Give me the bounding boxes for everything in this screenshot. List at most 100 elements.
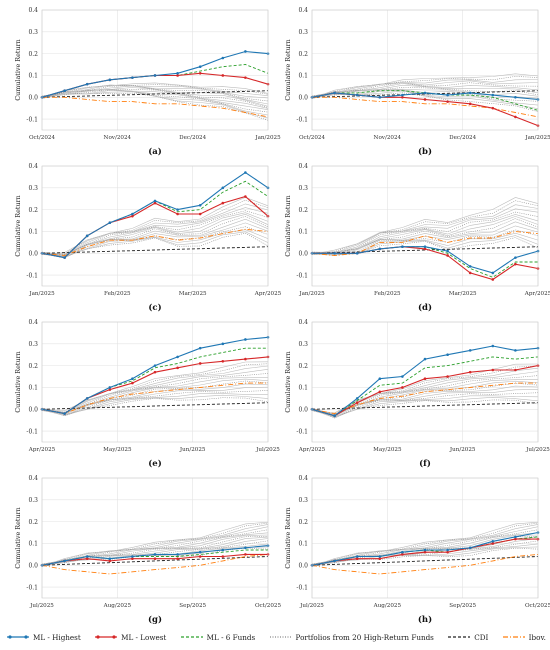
data-point-ml-highest bbox=[131, 555, 134, 558]
data-point-ml-highest bbox=[423, 91, 427, 95]
data-point-ml-highest bbox=[108, 221, 112, 225]
y-tick-label: 0.0 bbox=[298, 406, 308, 413]
data-point-ml-lowest bbox=[514, 537, 517, 541]
y-tick-label: 0.2 bbox=[298, 51, 308, 58]
y-tick-label: 0.1 bbox=[298, 229, 308, 236]
portfolio-line bbox=[41, 84, 269, 99]
data-point-ml-highest bbox=[468, 349, 472, 352]
data-point-ml-lowest bbox=[423, 377, 427, 381]
data-point-ml-highest bbox=[221, 548, 225, 552]
data-point-ml-lowest bbox=[221, 74, 225, 77]
y-axis-label: Cumulative Return bbox=[284, 351, 292, 413]
data-point-ml-highest bbox=[468, 91, 472, 95]
y-tick-label: -0.1 bbox=[296, 116, 308, 123]
portfolio-line bbox=[311, 521, 539, 567]
y-tick-label: 0.2 bbox=[28, 519, 38, 526]
x-tick-label: Aug/2025 bbox=[373, 603, 402, 609]
data-point-ml-lowest bbox=[198, 212, 202, 216]
x-tick-label: May/2025 bbox=[373, 447, 402, 453]
y-tick-label: 0.0 bbox=[298, 250, 308, 257]
y-tick-label: 0.1 bbox=[28, 385, 38, 392]
data-point-ml-highest bbox=[176, 355, 179, 359]
data-point-ml-highest bbox=[333, 91, 336, 95]
series-line-cdi bbox=[41, 246, 269, 254]
portfolio-line bbox=[311, 204, 539, 255]
data-point-ml-highest bbox=[355, 251, 359, 255]
series-line-ibov bbox=[42, 96, 269, 118]
data-point-ml-highest bbox=[244, 338, 247, 341]
portfolio-line bbox=[41, 212, 269, 255]
chart-panel-a: -0.1 0.0 0.1 0.2 0.3 0.4 Oct/2024 Nov/2024 Dec/2… bbox=[14, 7, 281, 157]
data-point-ml-highest bbox=[153, 364, 157, 367]
portfolio-line bbox=[41, 521, 269, 567]
data-point-ml-highest bbox=[514, 535, 517, 539]
data-point-ml-highest bbox=[333, 251, 336, 255]
portfolio-line bbox=[41, 90, 269, 116]
x-tick-label: Jun/2025 bbox=[179, 447, 206, 453]
y-axis-label: Cumulative Return bbox=[284, 39, 292, 101]
data-point-ml-highest bbox=[468, 265, 472, 268]
plot-frame bbox=[41, 9, 269, 131]
x-tick-label: Oct/2024 bbox=[29, 135, 56, 141]
data-point-ml-highest bbox=[446, 353, 449, 357]
y-axis-label: Cumulative Return bbox=[14, 195, 22, 257]
panel-label: (b) bbox=[418, 146, 432, 157]
y-tick-label: 0.0 bbox=[298, 562, 308, 569]
x-tick-label: Dec/2024 bbox=[449, 135, 476, 141]
data-point-ml-lowest bbox=[355, 557, 359, 561]
x-tick-label: Jul/2025 bbox=[525, 447, 550, 453]
plot-frame bbox=[311, 477, 539, 599]
y-tick-label: 0.3 bbox=[298, 29, 308, 36]
series-line-ml-highest bbox=[41, 336, 269, 415]
x-tick-label: Mar/2025 bbox=[449, 291, 477, 297]
portfolio-line bbox=[41, 196, 269, 255]
portfolio-line bbox=[311, 524, 539, 567]
y-tick-label: 0.1 bbox=[298, 73, 308, 80]
data-point-ml-lowest bbox=[468, 102, 472, 106]
portfolio-line bbox=[41, 369, 269, 415]
portfolio-line bbox=[311, 79, 539, 99]
data-point-ml-lowest bbox=[468, 370, 472, 374]
portfolio-line bbox=[41, 210, 269, 256]
data-point-ml-lowest bbox=[378, 390, 382, 394]
data-point-ml-lowest bbox=[355, 401, 359, 405]
portfolio-line bbox=[311, 365, 539, 415]
legend-label: ML - Lowest bbox=[121, 632, 167, 642]
data-point-ml-highest bbox=[198, 203, 202, 207]
data-point-ml-highest bbox=[355, 397, 359, 400]
data-point-ml-highest bbox=[244, 171, 247, 174]
legend-swatch bbox=[7, 635, 29, 639]
data-point-ml-highest bbox=[221, 56, 225, 60]
x-tick-label: Dec/2024 bbox=[179, 135, 206, 141]
series-line-cdi bbox=[311, 246, 539, 254]
portfolio-line bbox=[311, 89, 539, 102]
data-point-ml-highest bbox=[355, 555, 359, 558]
y-tick-label: 0.1 bbox=[28, 73, 38, 80]
portfolio-line bbox=[41, 386, 269, 416]
data-point-ml-lowest bbox=[176, 212, 179, 216]
x-tick-label: Jan/2025 bbox=[254, 135, 281, 141]
y-axis-label: Cumulative Return bbox=[284, 195, 292, 257]
data-point-ml-lowest bbox=[423, 98, 427, 101]
series-line-ibov bbox=[41, 382, 268, 415]
y-tick-label: 0.3 bbox=[298, 497, 308, 504]
plot-frame bbox=[311, 321, 539, 443]
data-point-ml-highest bbox=[176, 208, 179, 211]
x-tick-label: Apr/2025 bbox=[254, 291, 282, 297]
portfolio-line bbox=[311, 80, 539, 97]
legend-item-portfolios: Portfolios from 20 High-Return Funds bbox=[269, 633, 434, 642]
data-point-ml-highest bbox=[423, 245, 427, 249]
portfolio-line bbox=[311, 229, 539, 257]
y-tick-label: 0.2 bbox=[298, 363, 308, 370]
data-point-ml-lowest bbox=[446, 100, 449, 103]
y-tick-label: 0.1 bbox=[298, 385, 308, 392]
portfolio-line bbox=[41, 524, 269, 567]
portfolio-line bbox=[41, 207, 269, 256]
y-tick-label: 0.4 bbox=[298, 7, 308, 14]
data-point-ml-highest bbox=[153, 199, 157, 203]
data-point-ml-lowest bbox=[491, 278, 495, 281]
data-point-ml-highest bbox=[378, 247, 382, 251]
legend-swatch bbox=[269, 636, 292, 638]
data-point-ml-highest bbox=[355, 93, 359, 97]
y-tick-label: 0.1 bbox=[28, 541, 38, 548]
